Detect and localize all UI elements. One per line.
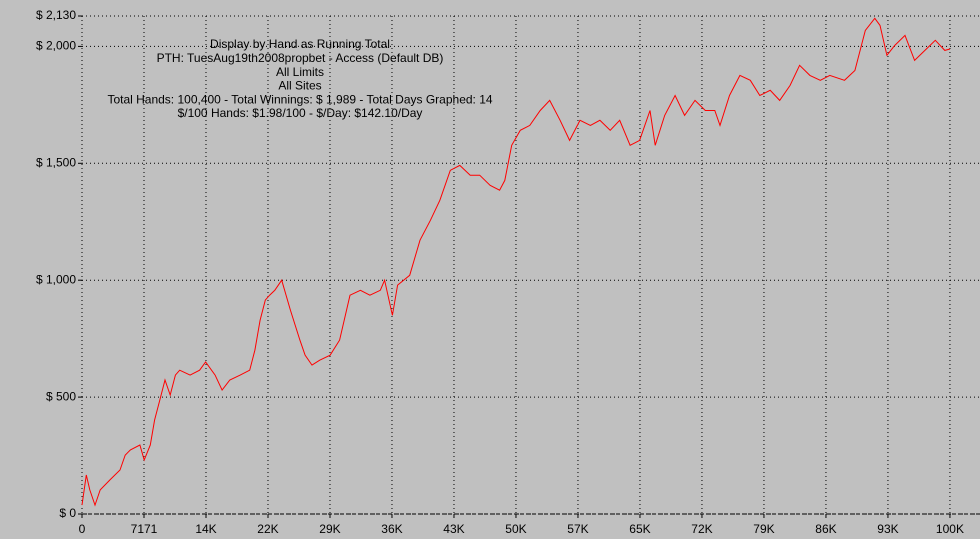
x-tick-label: 50K xyxy=(505,522,526,536)
x-tick-label: 22K xyxy=(257,522,278,536)
x-tick-label: 29K xyxy=(319,522,340,536)
x-tick-label: 14K xyxy=(195,522,216,536)
x-tick-label: 36K xyxy=(381,522,402,536)
x-tick-label: 72K xyxy=(691,522,712,536)
chart-title: Display by Hand as Running Total xyxy=(210,37,390,51)
x-tick-label: 100K xyxy=(936,522,964,536)
y-tick-label: $ 500 xyxy=(46,389,76,403)
annotation: All Sites xyxy=(278,79,321,93)
line-series xyxy=(81,17,951,507)
annotation: $/100 Hands: $1.98/100 - $/Day: $142.10/… xyxy=(178,106,423,120)
x-tick-label: 7171 xyxy=(131,522,158,536)
x-tick-label: 86K xyxy=(815,522,836,536)
y-tick-label: $ 1,500 xyxy=(36,155,76,169)
y-tick-label: $ 2,000 xyxy=(36,39,76,53)
annotation: Total Hands: 100,400 - Total Winnings: $… xyxy=(107,92,492,106)
x-tick-label: 0 xyxy=(79,522,86,536)
x-tick-label: 93K xyxy=(877,522,898,536)
y-tick-label: $ 2,130 xyxy=(36,8,76,22)
annotation: PTH: TuesAug19th2008propbet - Access (De… xyxy=(157,51,444,65)
y-tick-label: $ 1,000 xyxy=(36,272,76,286)
x-tick-label: 65K xyxy=(629,522,650,536)
annotation: All Limits xyxy=(276,65,324,79)
y-tick-label: $ 0 xyxy=(59,506,76,520)
x-tick-label: 79K xyxy=(753,522,774,536)
x-tick-label: 43K xyxy=(443,522,464,536)
x-tick-label: 57K xyxy=(567,522,588,536)
